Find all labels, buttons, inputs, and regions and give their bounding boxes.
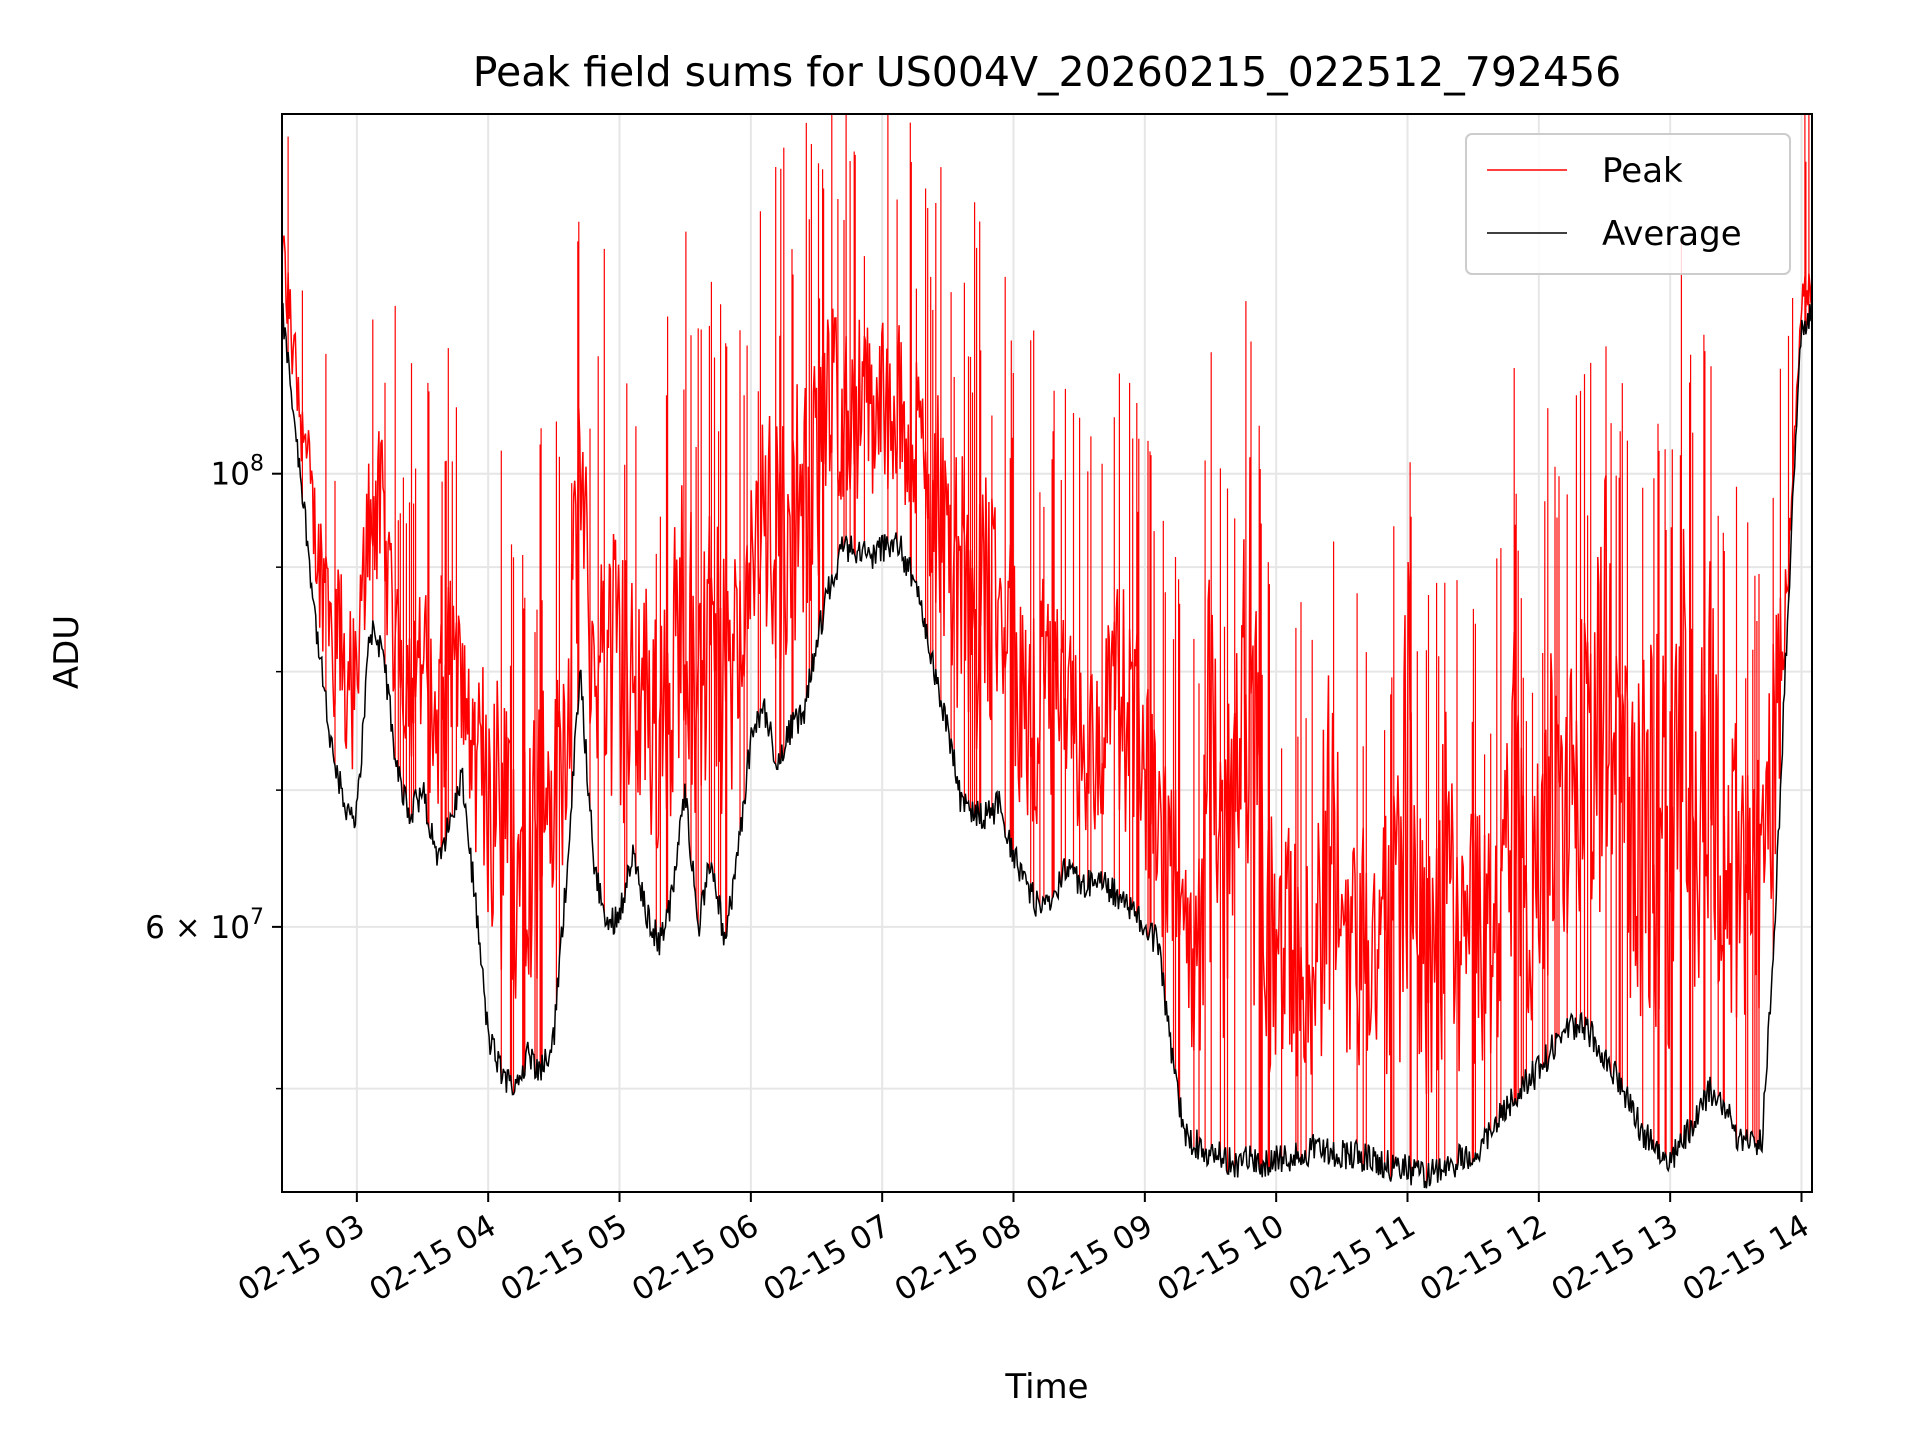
y-tick-label: 108 [211,452,264,493]
plot-frame [281,113,1813,1193]
y-tick-label: 6 × 107 [145,905,264,946]
legend: Peak Average [1465,133,1791,275]
legend-peak-label: Peak [1602,151,1683,191]
y-axis: 108 6 × 107 [145,452,282,1090]
chart-title: Peak field sums for US004V_20260215_0225… [473,48,1622,96]
y-axis-label: ADU [47,615,87,689]
x-axis-label: Time [1004,1367,1088,1407]
average-series-line [282,302,1812,1189]
peak-series-line [282,235,1812,1094]
legend-box [1465,133,1791,275]
legend-average-label: Average [1602,214,1742,254]
